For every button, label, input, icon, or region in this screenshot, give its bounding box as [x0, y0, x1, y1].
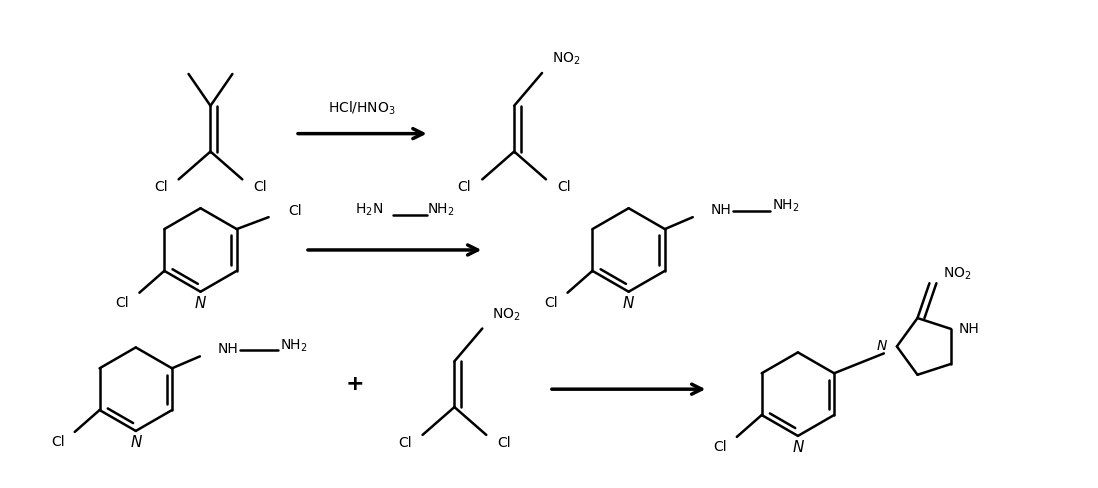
Text: Cl: Cl	[544, 296, 558, 310]
Text: Cl: Cl	[254, 181, 267, 194]
Text: NH$_2$: NH$_2$	[280, 337, 307, 354]
Text: Cl: Cl	[497, 436, 511, 450]
Text: HCl/HNO$_3$: HCl/HNO$_3$	[328, 100, 395, 117]
Text: Cl: Cl	[51, 435, 65, 449]
Text: N: N	[194, 296, 206, 311]
Text: N: N	[876, 340, 887, 353]
Text: N: N	[793, 440, 804, 455]
Text: +: +	[346, 374, 365, 394]
Text: H$_2$N: H$_2$N	[355, 202, 383, 219]
Text: NH$_2$: NH$_2$	[772, 198, 800, 214]
Text: Cl: Cl	[557, 181, 571, 194]
Text: N: N	[623, 296, 635, 311]
Text: N: N	[131, 435, 142, 450]
Text: NO$_2$: NO$_2$	[552, 51, 581, 67]
Text: NO$_2$: NO$_2$	[943, 265, 972, 282]
Text: NH: NH	[217, 343, 238, 356]
Text: Cl: Cl	[154, 181, 168, 194]
Text: NO$_2$: NO$_2$	[492, 306, 520, 323]
Text: Cl: Cl	[397, 436, 412, 450]
Text: Cl: Cl	[289, 204, 302, 218]
Text: Cl: Cl	[713, 440, 727, 454]
Text: NH: NH	[959, 322, 979, 336]
Text: NH$_2$: NH$_2$	[426, 202, 455, 219]
Text: NH: NH	[710, 203, 731, 217]
Text: Cl: Cl	[458, 181, 471, 194]
Text: Cl: Cl	[115, 296, 130, 310]
